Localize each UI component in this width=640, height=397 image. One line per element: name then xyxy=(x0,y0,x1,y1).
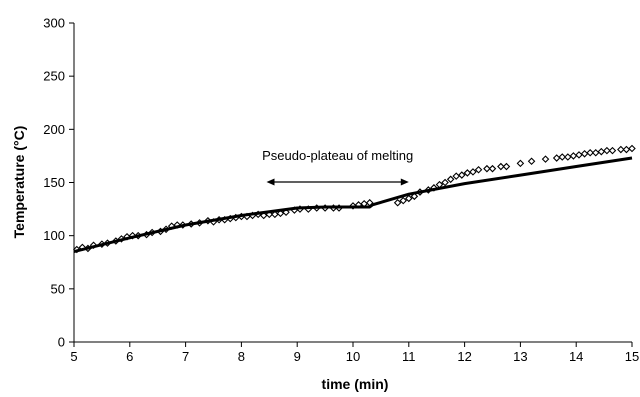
data-point xyxy=(446,175,455,184)
y-tick-label: 200 xyxy=(43,122,65,137)
data-point xyxy=(558,153,567,161)
x-tick-label: 13 xyxy=(513,349,527,364)
data-point xyxy=(575,151,583,159)
x-tick-label: 7 xyxy=(182,349,189,364)
data-point xyxy=(527,157,536,166)
data-markers xyxy=(73,144,636,254)
data-point xyxy=(502,162,511,171)
data-point xyxy=(617,145,625,154)
data-point xyxy=(469,168,477,176)
y-axis-title: Temperature (°C) xyxy=(11,126,27,239)
y-tick-label: 300 xyxy=(43,16,65,31)
data-point xyxy=(541,155,550,163)
data-point xyxy=(628,144,636,153)
fit-line-group xyxy=(73,156,633,254)
x-tick-label: 15 xyxy=(625,349,639,364)
annotation-text: Pseudo-plateau of melting xyxy=(262,148,413,163)
y-tick-label: 0 xyxy=(58,335,65,350)
data-point xyxy=(569,152,578,160)
fit-line xyxy=(73,156,633,254)
x-tick-label: 6 xyxy=(126,349,133,364)
y-tick-label: 250 xyxy=(43,69,65,84)
data-point xyxy=(564,153,572,161)
x-tick-label: 11 xyxy=(402,349,416,364)
x-tick-label: 8 xyxy=(238,349,245,364)
x-tick-label: 9 xyxy=(294,349,301,364)
data-point xyxy=(586,148,594,157)
x-ticks: 5 6 7 8 9 10 11 12 13 14 15 xyxy=(70,342,639,364)
x-tick-label: 10 xyxy=(346,349,360,364)
x-tick-label: 12 xyxy=(457,349,471,364)
data-point xyxy=(580,150,589,158)
y-tick-label: 50 xyxy=(51,281,65,296)
data-point xyxy=(410,192,419,201)
annotation: Pseudo-plateau of melting xyxy=(262,148,413,186)
data-point xyxy=(497,162,505,171)
data-point xyxy=(597,147,606,156)
data-point xyxy=(552,154,561,162)
data-point xyxy=(591,148,600,157)
arrow-right-head-icon xyxy=(400,178,409,186)
data-point xyxy=(452,172,461,180)
data-point xyxy=(441,178,449,187)
data-point xyxy=(622,145,631,154)
data-point xyxy=(608,146,617,155)
x-tick-label: 14 xyxy=(569,349,583,364)
data-point xyxy=(458,171,466,179)
arrow-left-head-icon xyxy=(266,178,275,186)
y-ticks: 0 50 100 150 200 250 300 xyxy=(43,16,74,350)
x-tick-label: 5 xyxy=(70,349,77,364)
data-point xyxy=(516,159,525,168)
data-point xyxy=(603,146,611,155)
x-axis-title: time (min) xyxy=(322,376,389,392)
y-tick-label: 150 xyxy=(43,175,65,190)
data-point xyxy=(488,164,497,173)
data-point xyxy=(399,196,407,205)
data-point xyxy=(474,165,483,174)
y-tick-label: 100 xyxy=(43,228,65,243)
data-point xyxy=(405,194,413,203)
data-point xyxy=(393,198,402,207)
data-point xyxy=(483,164,491,173)
